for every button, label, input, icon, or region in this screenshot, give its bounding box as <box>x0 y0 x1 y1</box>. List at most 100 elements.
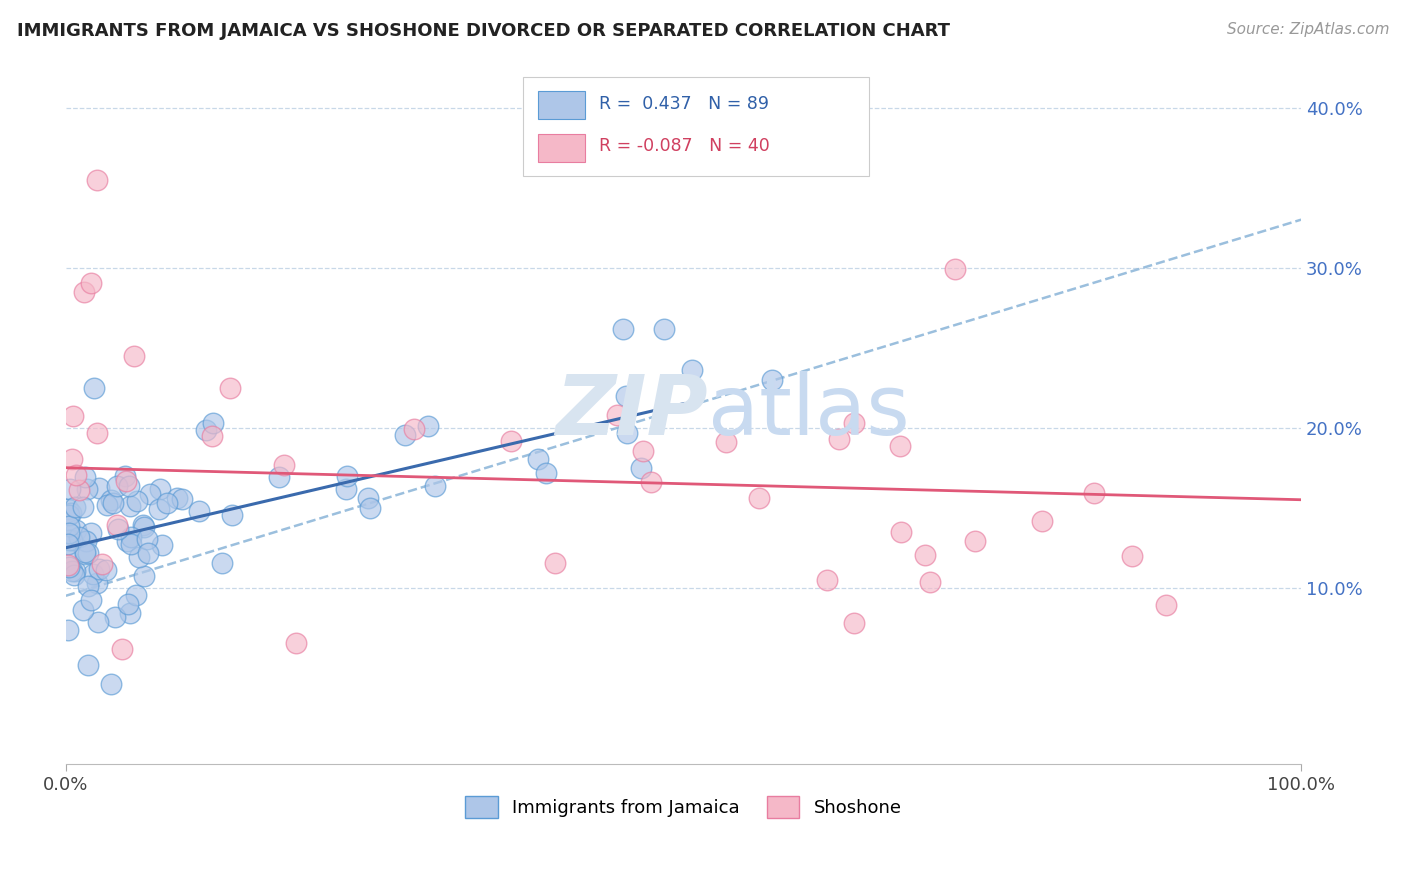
Text: Source: ZipAtlas.com: Source: ZipAtlas.com <box>1226 22 1389 37</box>
Text: atlas: atlas <box>709 371 910 452</box>
Point <box>72 603 94 617</box>
Point <box>965 534 987 549</box>
Point <box>118 499 141 513</box>
Point <box>134 569 156 583</box>
Point <box>67 483 90 497</box>
Point <box>107 518 129 533</box>
Point <box>423 479 446 493</box>
Point <box>58 501 80 516</box>
Point <box>418 419 440 434</box>
Point <box>117 479 139 493</box>
Point <box>59 482 82 496</box>
Point <box>630 460 652 475</box>
Point <box>544 556 567 570</box>
Point <box>65 467 87 482</box>
Point <box>58 552 80 566</box>
Point <box>73 285 96 299</box>
Point <box>501 434 523 449</box>
Point <box>269 470 291 484</box>
Point <box>100 493 122 508</box>
Point <box>827 432 849 446</box>
Point <box>815 573 838 587</box>
Point <box>1083 486 1105 500</box>
Point <box>100 677 122 691</box>
Text: R =  0.437   N = 89: R = 0.437 N = 89 <box>599 95 769 113</box>
Point <box>132 519 155 533</box>
Point <box>122 349 145 363</box>
Point <box>58 560 80 574</box>
Point <box>127 493 149 508</box>
Point <box>943 262 966 277</box>
Point <box>58 508 80 522</box>
Point <box>104 609 127 624</box>
Point <box>631 444 654 458</box>
FancyBboxPatch shape <box>523 78 869 176</box>
Point <box>614 388 637 402</box>
Point <box>394 427 416 442</box>
Point <box>150 538 173 552</box>
Text: R = -0.087   N = 40: R = -0.087 N = 40 <box>599 137 770 155</box>
Point <box>612 322 634 336</box>
Point <box>132 518 155 533</box>
Point <box>63 564 86 578</box>
Point <box>1154 598 1177 612</box>
Point <box>714 435 737 450</box>
Point <box>842 416 865 430</box>
Point <box>73 470 96 484</box>
Point <box>748 491 770 505</box>
Point <box>136 533 159 547</box>
Point <box>94 563 117 577</box>
Point <box>844 616 866 631</box>
Point <box>58 558 80 573</box>
Point <box>63 500 86 514</box>
Point <box>60 533 83 548</box>
Point <box>73 548 96 562</box>
Point <box>62 409 84 423</box>
Point <box>201 429 224 443</box>
Point <box>63 568 86 582</box>
Point <box>120 606 142 620</box>
Point <box>211 556 233 570</box>
Point <box>148 502 170 516</box>
Point <box>82 566 104 581</box>
Point <box>914 548 936 562</box>
Point <box>761 373 783 387</box>
Point <box>357 491 380 505</box>
Point <box>107 522 129 536</box>
Point <box>87 561 110 575</box>
Point <box>58 537 80 551</box>
Point <box>114 468 136 483</box>
Point <box>166 491 188 506</box>
Point <box>60 506 83 520</box>
Point <box>402 422 425 436</box>
Point <box>889 439 911 453</box>
Point <box>76 482 98 496</box>
Point <box>195 423 218 437</box>
Point <box>285 636 308 650</box>
Point <box>101 496 124 510</box>
Point <box>273 458 295 472</box>
Text: IMMIGRANTS FROM JAMAICA VS SHOSHONE DIVORCED OR SEPARATED CORRELATION CHART: IMMIGRANTS FROM JAMAICA VS SHOSHONE DIVO… <box>17 22 950 40</box>
Point <box>534 466 557 480</box>
Point <box>86 576 108 591</box>
Point <box>86 172 108 186</box>
Point <box>87 481 110 495</box>
Point <box>219 381 242 395</box>
Point <box>616 425 638 440</box>
Legend: Immigrants from Jamaica, Shoshone: Immigrants from Jamaica, Shoshone <box>458 789 910 825</box>
Point <box>889 524 911 539</box>
Point <box>918 575 941 590</box>
Point <box>115 475 138 489</box>
Point <box>1031 514 1053 528</box>
Point <box>117 533 139 548</box>
Point <box>58 624 80 638</box>
Point <box>65 523 87 537</box>
Point <box>606 408 628 422</box>
Point <box>201 416 224 430</box>
Point <box>125 588 148 602</box>
Point <box>105 478 128 492</box>
Point <box>172 491 194 506</box>
FancyBboxPatch shape <box>537 134 585 161</box>
Point <box>58 526 80 541</box>
Point <box>77 546 100 560</box>
